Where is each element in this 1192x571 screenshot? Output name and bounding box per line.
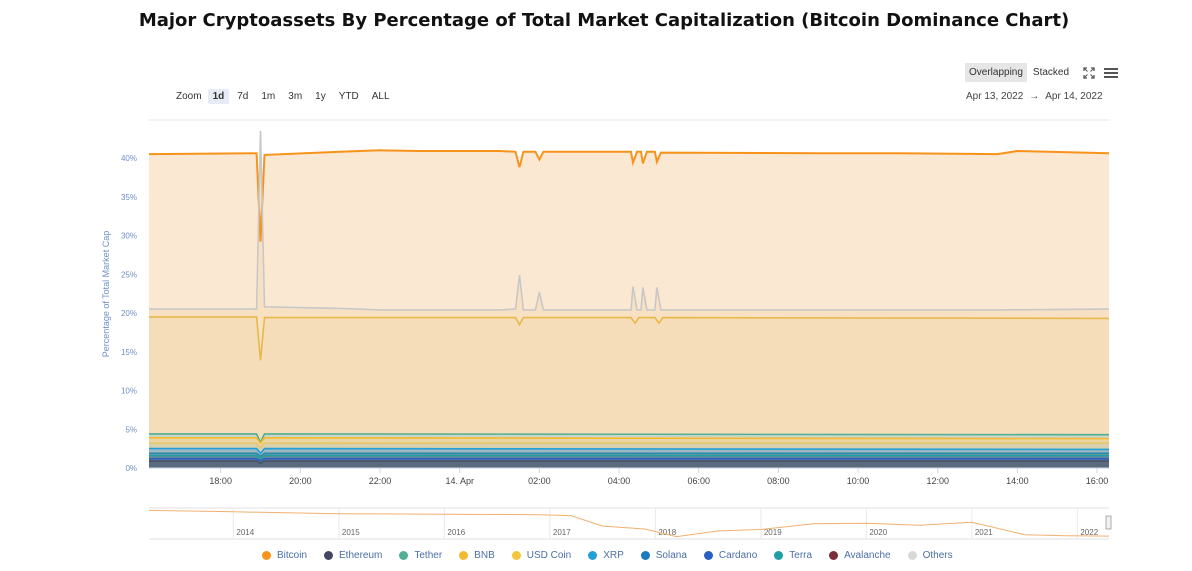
legend-label: XRP bbox=[603, 550, 624, 561]
legend-label: Solana bbox=[655, 550, 687, 561]
y-tick-label: 0% bbox=[125, 464, 137, 473]
legend-item-bitcoin[interactable]: Bitcoin bbox=[262, 550, 307, 561]
navigator-x-label: 2021 bbox=[975, 528, 993, 537]
zoom-label: Zoom bbox=[176, 91, 202, 102]
x-tick-label: 10:00 bbox=[847, 476, 870, 486]
navigator-handle bbox=[1105, 515, 1112, 530]
navigator-x-label: 2020 bbox=[869, 528, 887, 537]
navigator-x-label: 2014 bbox=[236, 528, 254, 537]
series-line-terra bbox=[149, 454, 1109, 460]
series-line-xrp bbox=[149, 447, 1110, 455]
x-tick-label: 14:00 bbox=[1006, 476, 1029, 486]
legend-item-solana[interactable]: Solana bbox=[640, 550, 687, 561]
date-range: Apr 13, 2022 → Apr 14, 2022 bbox=[966, 91, 1103, 102]
legend-item-avalanche[interactable]: Avalanche bbox=[829, 550, 891, 561]
series-line-usd-coin bbox=[149, 436, 1110, 445]
series-line-bnb bbox=[149, 442, 1109, 450]
legend-label: Ethereum bbox=[339, 550, 383, 561]
navigator-x-label: 2015 bbox=[342, 528, 360, 537]
y-tick-label: 15% bbox=[121, 348, 137, 357]
legend-label: USD Coin bbox=[526, 550, 572, 561]
x-tick-label: 22:00 bbox=[369, 476, 392, 486]
legend-item-usd-coin[interactable]: USD Coin bbox=[511, 550, 572, 561]
series-line-avalanche bbox=[149, 460, 1109, 465]
legend-item-bnb[interactable]: BNB bbox=[459, 550, 495, 561]
y-tick-label: 10% bbox=[121, 387, 137, 396]
chart-legend: Bitcoin Ethereum Tether BNB USD Coin XRP… bbox=[262, 550, 970, 561]
legend-marker bbox=[640, 551, 650, 560]
legend-label: Tether bbox=[414, 550, 443, 561]
legend-item-tether[interactable]: Tether bbox=[399, 550, 442, 561]
legend-marker bbox=[511, 551, 521, 560]
zoom-controls: Zoom 1d 7d 1m 3m 1y YTD ALL bbox=[176, 89, 398, 104]
series-line-cardano bbox=[149, 457, 1109, 462]
zoom-7d-button[interactable]: 7d bbox=[237, 91, 249, 102]
zoom-1d-button[interactable]: 1d bbox=[207, 89, 230, 104]
legend-marker bbox=[829, 551, 839, 560]
legend-label: Cardano bbox=[718, 550, 758, 561]
overlapping-button[interactable]: Overlapping bbox=[965, 63, 1027, 82]
legend-item-ethereum[interactable]: Ethereum bbox=[324, 550, 382, 561]
range-from-input[interactable]: Apr 13, 2022 bbox=[966, 91, 1024, 102]
legend-item-others[interactable]: Others bbox=[907, 550, 953, 561]
x-tick-label: 04:00 bbox=[608, 476, 631, 486]
legend-marker bbox=[907, 551, 917, 560]
fullscreen-icon[interactable] bbox=[1081, 65, 1097, 81]
legend-label: Others bbox=[922, 550, 953, 561]
chart-title: Major Cryptoassets By Percentage of Tota… bbox=[138, 10, 1070, 31]
series-line-ethereum bbox=[149, 316, 1110, 361]
y-tick-label: 25% bbox=[121, 270, 137, 279]
y-tick-label: 30% bbox=[121, 232, 137, 241]
y-tick-label: 5% bbox=[125, 425, 137, 434]
y-tick-label: 35% bbox=[121, 193, 137, 202]
legend-label: BNB bbox=[474, 550, 495, 561]
x-tick-label: 14. Apr bbox=[445, 476, 474, 486]
series-line-solana bbox=[149, 452, 1109, 458]
area-avalanche bbox=[149, 461, 1109, 468]
legend-label: Avalanche bbox=[844, 550, 891, 561]
legend-marker bbox=[262, 551, 271, 560]
x-tick-label: 20:00 bbox=[289, 476, 312, 486]
x-tick-label: 18:00 bbox=[209, 476, 232, 486]
legend-marker bbox=[703, 551, 713, 560]
x-tick-label: 12:00 bbox=[926, 476, 949, 486]
area-ethereum bbox=[149, 316, 1109, 468]
zoom-1m-button[interactable]: 1m bbox=[261, 91, 276, 102]
x-tick-label: 16:00 bbox=[1086, 476, 1109, 486]
navigator-series-bitcoin bbox=[148, 509, 1110, 538]
range-to-input[interactable]: Apr 14, 2022 bbox=[1045, 91, 1103, 102]
legend-label: Terra bbox=[789, 550, 813, 561]
navigator-x-label: 2017 bbox=[553, 528, 571, 537]
zoom-1y-button[interactable]: 1y bbox=[315, 91, 326, 102]
y-axis-label: Percentage of Total Market Cap bbox=[101, 231, 111, 357]
navigator-x-label: 2018 bbox=[658, 528, 676, 537]
menu-icon[interactable] bbox=[1103, 65, 1119, 81]
zoom-ytd-button[interactable]: YTD bbox=[338, 91, 359, 102]
y-tick-label: 20% bbox=[121, 309, 137, 318]
navigator-x-label: 2019 bbox=[764, 528, 782, 537]
legend-item-terra[interactable]: Terra bbox=[774, 550, 812, 561]
legend-marker bbox=[459, 551, 469, 560]
zoom-3m-button[interactable]: 3m bbox=[288, 91, 303, 102]
y-tick-label: 40% bbox=[121, 154, 137, 163]
legend-label: Bitcoin bbox=[277, 550, 308, 561]
series-line-others bbox=[149, 130, 1110, 311]
range-arrow: → bbox=[1029, 91, 1040, 102]
x-tick-label: 02:00 bbox=[528, 476, 551, 486]
legend-marker bbox=[324, 551, 334, 560]
x-tick-label: 06:00 bbox=[687, 476, 710, 486]
zoom-all-button[interactable]: ALL bbox=[371, 91, 390, 102]
legend-marker bbox=[774, 551, 784, 560]
view-mode-controls: Overlapping Stacked bbox=[965, 63, 1119, 82]
legend-item-cardano[interactable]: Cardano bbox=[703, 550, 758, 561]
legend-item-xrp[interactable]: XRP bbox=[588, 550, 624, 561]
series-line-bitcoin bbox=[148, 149, 1110, 242]
navigator-x-label: 2016 bbox=[447, 528, 465, 537]
stacked-button[interactable]: Stacked bbox=[1032, 67, 1070, 78]
legend-marker bbox=[588, 551, 598, 560]
navigator-x-label: 2022 bbox=[1080, 528, 1098, 537]
x-tick-label: 08:00 bbox=[767, 476, 790, 486]
legend-marker bbox=[399, 551, 409, 560]
